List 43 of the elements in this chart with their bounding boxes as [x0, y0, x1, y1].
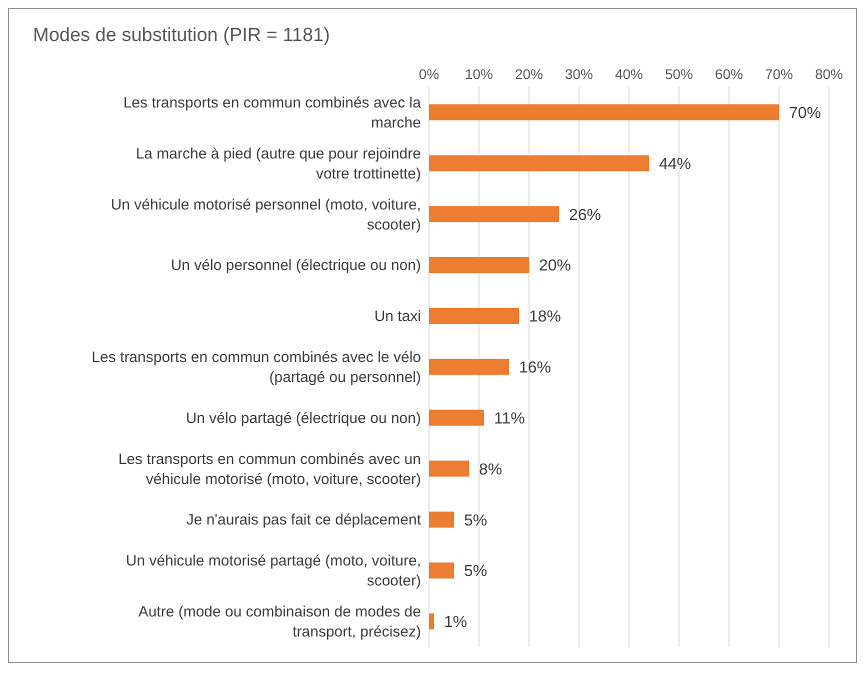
- data-label: 16%: [519, 360, 552, 377]
- x-tick-label: 60%: [714, 66, 744, 82]
- bar: [429, 562, 454, 578]
- data-label: 8%: [479, 461, 502, 478]
- y-tick-label: Les transports en commun combinés avec un véhicule motorisé (moto, voiture, scooter): [118, 450, 421, 488]
- y-tick-label: Un véhicule motorisé personnel (moto, voiture, scooter): [110, 196, 421, 233]
- y-tick-label: Un taxi: [374, 308, 421, 325]
- x-tick-label: 50%: [664, 66, 694, 82]
- data-label: 5%: [464, 512, 488, 530]
- bar: [429, 104, 779, 120]
- data-label: 1%: [444, 614, 468, 632]
- data-label: 44%: [659, 156, 692, 173]
- bar: [429, 358, 509, 375]
- text: Modes de substitution (PIR = 1181): [32, 24, 331, 47]
- data-label: 20%: [539, 258, 572, 275]
- x-tick-label: 10%: [464, 66, 494, 82]
- y-tick-label: Un vélo partagé (électrique ou non): [186, 409, 421, 426]
- y-tick-label: Un véhicule motorisé partagé (moto, voiture, scooter): [126, 552, 421, 590]
- y-tick-label: Les transports en commun combinés avec la marche: [123, 94, 422, 131]
- data-label: 11%: [494, 410, 525, 428]
- y-tick-label: Je n'aurais pas fait ce déplacement: [186, 511, 422, 528]
- bar: [429, 512, 454, 528]
- x-tick-label: 70%: [764, 66, 794, 82]
- x-tick-label: 80%: [814, 66, 844, 82]
- data-label: 18%: [529, 308, 562, 326]
- bar: [429, 460, 469, 477]
- y-tick-label: Autre (mode ou combinaison de modes de transport, précisez): [138, 603, 421, 640]
- y-tick-label: La marche à pied (autre que pour rejoindre votre trottinette): [136, 144, 421, 182]
- y-tick-label: Les transports en commun combinés avec le vélo (partagé ou personnel): [92, 348, 422, 386]
- bar: [429, 206, 559, 222]
- x-tick-label: 40%: [614, 66, 644, 82]
- bar: [429, 308, 519, 324]
- data-label: 70%: [789, 104, 822, 122]
- x-tick-label: 0%: [418, 66, 440, 82]
- bar: [429, 155, 649, 172]
- y-tick-label: Un vélo personnel (électrique ou non): [170, 256, 421, 274]
- bar: [429, 613, 434, 630]
- x-tick-label: 30%: [564, 66, 594, 82]
- x-tick-label: 20%: [514, 66, 544, 82]
- data-label: 5%: [464, 563, 488, 580]
- bar: [429, 257, 529, 274]
- bar: [429, 410, 484, 426]
- data-label: 26%: [569, 206, 602, 224]
